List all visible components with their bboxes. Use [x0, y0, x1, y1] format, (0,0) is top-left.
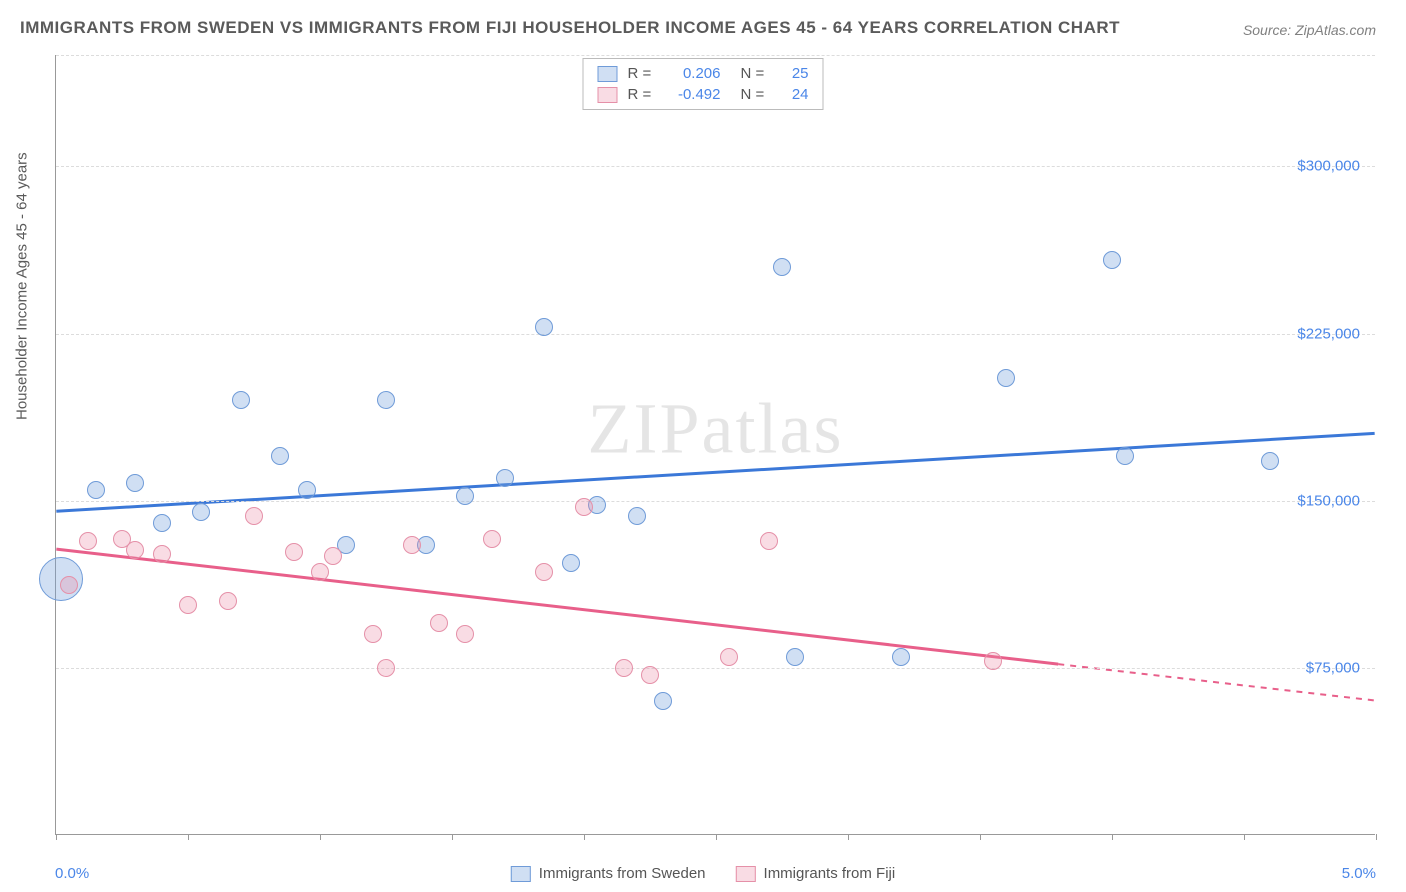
x-tick: [1112, 834, 1113, 840]
correlation-legend: R = 0.206 N = 25 R = -0.492 N = 24: [583, 58, 824, 110]
scatter-point: [232, 391, 250, 409]
scatter-point: [179, 596, 197, 614]
x-tick: [452, 834, 453, 840]
scatter-point: [403, 536, 421, 554]
legend-swatch: [598, 87, 618, 103]
legend-swatch: [736, 866, 756, 882]
scatter-point: [535, 563, 553, 581]
scatter-point: [364, 625, 382, 643]
x-tick: [56, 834, 57, 840]
scatter-point: [654, 692, 672, 710]
scatter-point: [324, 547, 342, 565]
y-tick-label: $225,000: [1297, 325, 1360, 342]
y-tick-label: $150,000: [1297, 492, 1360, 509]
scatter-point: [997, 369, 1015, 387]
legend-n-value: 25: [779, 65, 809, 82]
scatter-point: [786, 648, 804, 666]
x-tick: [320, 834, 321, 840]
grid-line: [56, 334, 1375, 335]
scatter-point: [562, 554, 580, 572]
scatter-point: [628, 507, 646, 525]
legend-n-label: N =: [741, 86, 769, 103]
scatter-point: [377, 391, 395, 409]
scatter-point: [456, 487, 474, 505]
scatter-point: [219, 592, 237, 610]
grid-line: [56, 55, 1375, 56]
scatter-point: [1103, 251, 1121, 269]
scatter-point: [285, 543, 303, 561]
scatter-point: [984, 652, 1002, 670]
scatter-point: [483, 530, 501, 548]
scatter-point: [575, 498, 593, 516]
x-axis-min-label: 0.0%: [55, 865, 89, 882]
x-tick: [1244, 834, 1245, 840]
scatter-point: [79, 532, 97, 550]
scatter-point: [126, 474, 144, 492]
x-tick: [584, 834, 585, 840]
legend-r-value: -0.492: [666, 86, 721, 103]
trend-line: [56, 549, 1058, 664]
legend-swatch: [598, 66, 618, 82]
x-tick: [188, 834, 189, 840]
series-name: Immigrants from Sweden: [539, 865, 706, 882]
scatter-point: [641, 666, 659, 684]
legend-r-label: R =: [628, 86, 656, 103]
watermark-text: ZIPatlas: [588, 387, 844, 470]
scatter-point: [535, 318, 553, 336]
scatter-point: [87, 481, 105, 499]
source-attribution: Source: ZipAtlas.com: [1243, 22, 1376, 38]
chart-title: IMMIGRANTS FROM SWEDEN VS IMMIGRANTS FRO…: [20, 18, 1120, 38]
legend-n-value: 24: [779, 86, 809, 103]
scatter-point: [496, 469, 514, 487]
y-tick-label: $300,000: [1297, 158, 1360, 175]
legend-swatch: [511, 866, 531, 882]
trend-lines-layer: [56, 55, 1375, 834]
grid-line: [56, 668, 1375, 669]
legend-row: R = -0.492 N = 24: [584, 84, 823, 105]
scatter-point: [892, 648, 910, 666]
scatter-point: [298, 481, 316, 499]
legend-r-value: 0.206: [666, 65, 721, 82]
legend-row: R = 0.206 N = 25: [584, 63, 823, 84]
series-name: Immigrants from Fiji: [764, 865, 896, 882]
legend-n-label: N =: [741, 65, 769, 82]
x-tick: [848, 834, 849, 840]
scatter-point: [153, 514, 171, 532]
y-tick-label: $75,000: [1306, 659, 1360, 676]
trend-line: [56, 433, 1374, 511]
scatter-point: [456, 625, 474, 643]
scatter-point: [271, 447, 289, 465]
scatter-point: [153, 545, 171, 563]
scatter-point: [773, 258, 791, 276]
scatter-point: [720, 648, 738, 666]
scatter-point: [311, 563, 329, 581]
scatter-point: [126, 541, 144, 559]
scatter-point: [760, 532, 778, 550]
grid-line: [56, 501, 1375, 502]
scatter-point: [615, 659, 633, 677]
x-axis-max-label: 5.0%: [1342, 865, 1376, 882]
scatter-point: [1116, 447, 1134, 465]
y-axis-label: Householder Income Ages 45 - 64 years: [14, 152, 31, 420]
series-legend-item: Immigrants from Sweden: [511, 865, 706, 882]
scatter-point: [192, 503, 210, 521]
scatter-point: [60, 576, 78, 594]
x-tick: [1376, 834, 1377, 840]
scatter-point: [377, 659, 395, 677]
legend-r-label: R =: [628, 65, 656, 82]
series-legend-item: Immigrants from Fiji: [736, 865, 896, 882]
scatter-point: [430, 614, 448, 632]
series-legend: Immigrants from Sweden Immigrants from Fi…: [511, 865, 895, 882]
x-tick: [716, 834, 717, 840]
x-tick: [980, 834, 981, 840]
plot-area: ZIPatlas $75,000 $150,000 $225,000 $300,000: [55, 55, 1375, 835]
scatter-point: [1261, 452, 1279, 470]
grid-line: [56, 166, 1375, 167]
scatter-point: [245, 507, 263, 525]
